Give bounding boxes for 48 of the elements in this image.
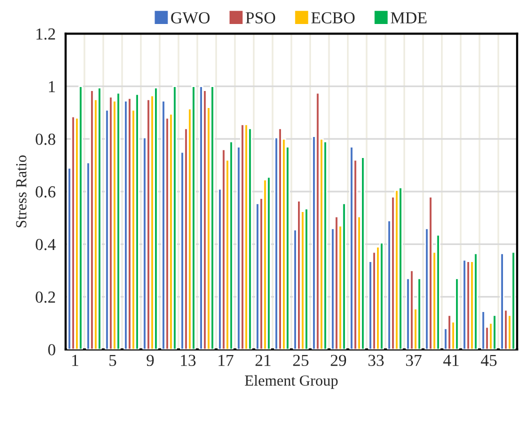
bar (398, 186, 403, 350)
x-tick-label: 13 (181, 354, 196, 366)
bar (322, 140, 328, 350)
bar (379, 242, 384, 350)
y-tick-label: 1.2 (36, 28, 55, 40)
bar (266, 176, 272, 350)
x-tick-label: 9 (146, 354, 154, 366)
bar (97, 86, 102, 350)
bar (342, 202, 346, 350)
bar (248, 128, 252, 350)
legend-label: MDE (390, 12, 426, 24)
y-tick-label: 0.4 (36, 238, 56, 250)
y-tick-label: 0.6 (36, 186, 56, 198)
bar (417, 278, 422, 350)
bar (492, 314, 497, 350)
legend-label: PSO (246, 12, 276, 24)
y-tick-label: 0 (48, 344, 56, 356)
x-tick-label: 29 (330, 354, 346, 366)
bar (228, 140, 234, 350)
bar (473, 252, 478, 350)
x-tick-label: 33 (368, 354, 384, 366)
legend-label: GWO (171, 12, 210, 24)
bar (134, 94, 140, 350)
x-axis-title: Element Group (244, 374, 338, 389)
bar (360, 156, 366, 350)
y-tick-label: 0.2 (36, 292, 55, 303)
x-tick-label: 37 (406, 354, 422, 366)
x-tick-label: 41 (443, 354, 459, 366)
y-tick-label: 1 (49, 81, 55, 92)
bar (210, 86, 215, 350)
bar (78, 86, 83, 350)
bar (304, 208, 309, 350)
y-tick-label: 0.8 (36, 134, 56, 145)
bar (154, 86, 158, 350)
legend-label: ECBO (311, 12, 355, 24)
bar (436, 234, 440, 350)
x-tick-label: 1 (72, 354, 78, 366)
x-tick-label: 45 (480, 354, 497, 366)
bar (511, 251, 516, 350)
x-tick-label: 5 (109, 354, 116, 366)
x-tick-label: 25 (293, 354, 308, 366)
y-axis-title: Stress Ratio (16, 155, 26, 228)
bar (454, 278, 460, 350)
x-tick-label: 17 (218, 354, 234, 366)
bar (191, 86, 196, 350)
bar (116, 92, 121, 350)
x-tick-label: 21 (256, 354, 270, 366)
bar (172, 86, 178, 350)
